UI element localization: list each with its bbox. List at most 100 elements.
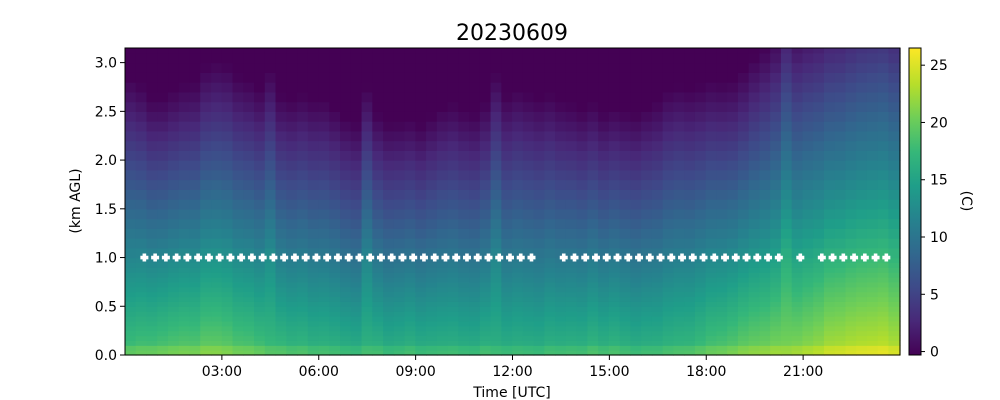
heatmap-cell [501,325,513,332]
heatmap-cell [211,257,223,264]
heatmap-cell [479,72,492,83]
heatmap-cell [555,52,567,64]
heatmap-cell [168,121,180,132]
heatmap-cell [307,228,320,239]
heatmap-cell [200,345,212,351]
heatmap-cell [479,48,492,54]
heatmap-cell [544,267,556,273]
heatmap-cell [243,72,255,83]
heatmap-cell [651,169,664,181]
heatmap-cell [436,189,449,200]
heatmap-cell [823,281,836,288]
heatmap-cell [404,301,416,307]
heatmap-cell [458,272,470,278]
heatmap-cell [243,140,255,151]
heatmap-cell [383,257,395,264]
heatmap-cell [662,257,675,264]
heatmap-cell [791,277,804,283]
heatmap-cell [727,281,739,288]
heatmap-cell [125,330,137,337]
heatmap-cell [340,52,352,64]
heatmap-cell [329,277,341,283]
heatmap-cell [393,286,406,293]
heatmap-cell [479,262,492,268]
heatmap-cell [727,296,739,302]
heatmap-cell [780,316,793,322]
heatmap-cell [479,150,492,161]
heatmap-cell [608,179,621,190]
heatmap-cell [866,350,879,356]
heatmap-cell [393,277,406,283]
heatmap-cell [157,296,169,302]
heatmap-cell [565,121,578,132]
heatmap-cell [866,340,879,346]
heatmap-cell [555,350,567,356]
heatmap-cell [135,330,148,337]
marker-point [688,253,697,262]
heatmap-cell [125,320,137,327]
heatmap-cell [651,82,664,93]
heatmap-cell [221,316,234,322]
heatmap-cell [802,335,814,341]
marker-point [710,253,719,262]
heatmap-cell [157,247,169,259]
heatmap-cell [533,325,545,332]
heatmap-cell [522,281,535,288]
heatmap-cell [866,320,879,327]
heatmap-cell [340,62,352,73]
heatmap-cell [619,121,631,132]
heatmap-cell [189,301,201,307]
heatmap-cell [694,340,707,346]
heatmap-cell [866,330,879,337]
heatmap-cell [447,345,459,351]
heatmap-cell [232,311,244,317]
heatmap-cell [780,320,793,327]
heatmap-cell [393,325,406,332]
heatmap-cell [641,179,653,190]
heatmap-cell [694,189,707,200]
heatmap-cell [479,335,492,341]
heatmap-cell [705,130,718,142]
heatmap-cell [619,340,631,346]
heatmap-cell [200,272,212,278]
heatmap-cell [587,48,599,54]
heatmap-cell [275,169,287,181]
heatmap-cell [619,306,631,312]
heatmap-cell [522,316,535,322]
heatmap-cell [748,82,761,93]
heatmap-cell [630,316,642,322]
heatmap-cell [211,311,223,317]
heatmap-cell [243,82,255,93]
heatmap-cell [200,169,212,181]
heatmap-cell [598,301,610,307]
heatmap-cell [372,306,384,312]
heatmap-cell [780,238,793,249]
heatmap-cell [866,247,879,259]
heatmap-cell [856,199,868,210]
heatmap-cell [426,52,438,64]
heatmap-cell [297,52,309,64]
heatmap-cell [555,330,567,337]
heatmap-cell [189,91,201,103]
heatmap-cell [415,281,427,288]
heatmap-cell [856,277,868,283]
heatmap-cell [243,267,255,273]
heatmap-cell [254,350,266,356]
heatmap-cell [501,247,513,259]
heatmap-cell [856,62,868,73]
heatmap-cell [587,62,599,73]
heatmap-cell [748,345,761,351]
heatmap-cell [221,301,234,307]
heatmap-cell [512,62,524,73]
heatmap-cell [512,208,524,220]
heatmap-cell [791,330,804,337]
heatmap-cell [458,72,470,83]
heatmap-cell [469,72,481,83]
heatmap-cell [651,330,664,337]
heatmap-cell [533,291,545,298]
heatmap-cell [211,169,223,181]
heatmap-cell [361,267,373,273]
heatmap-cell [748,291,761,298]
heatmap-cell [662,199,675,210]
